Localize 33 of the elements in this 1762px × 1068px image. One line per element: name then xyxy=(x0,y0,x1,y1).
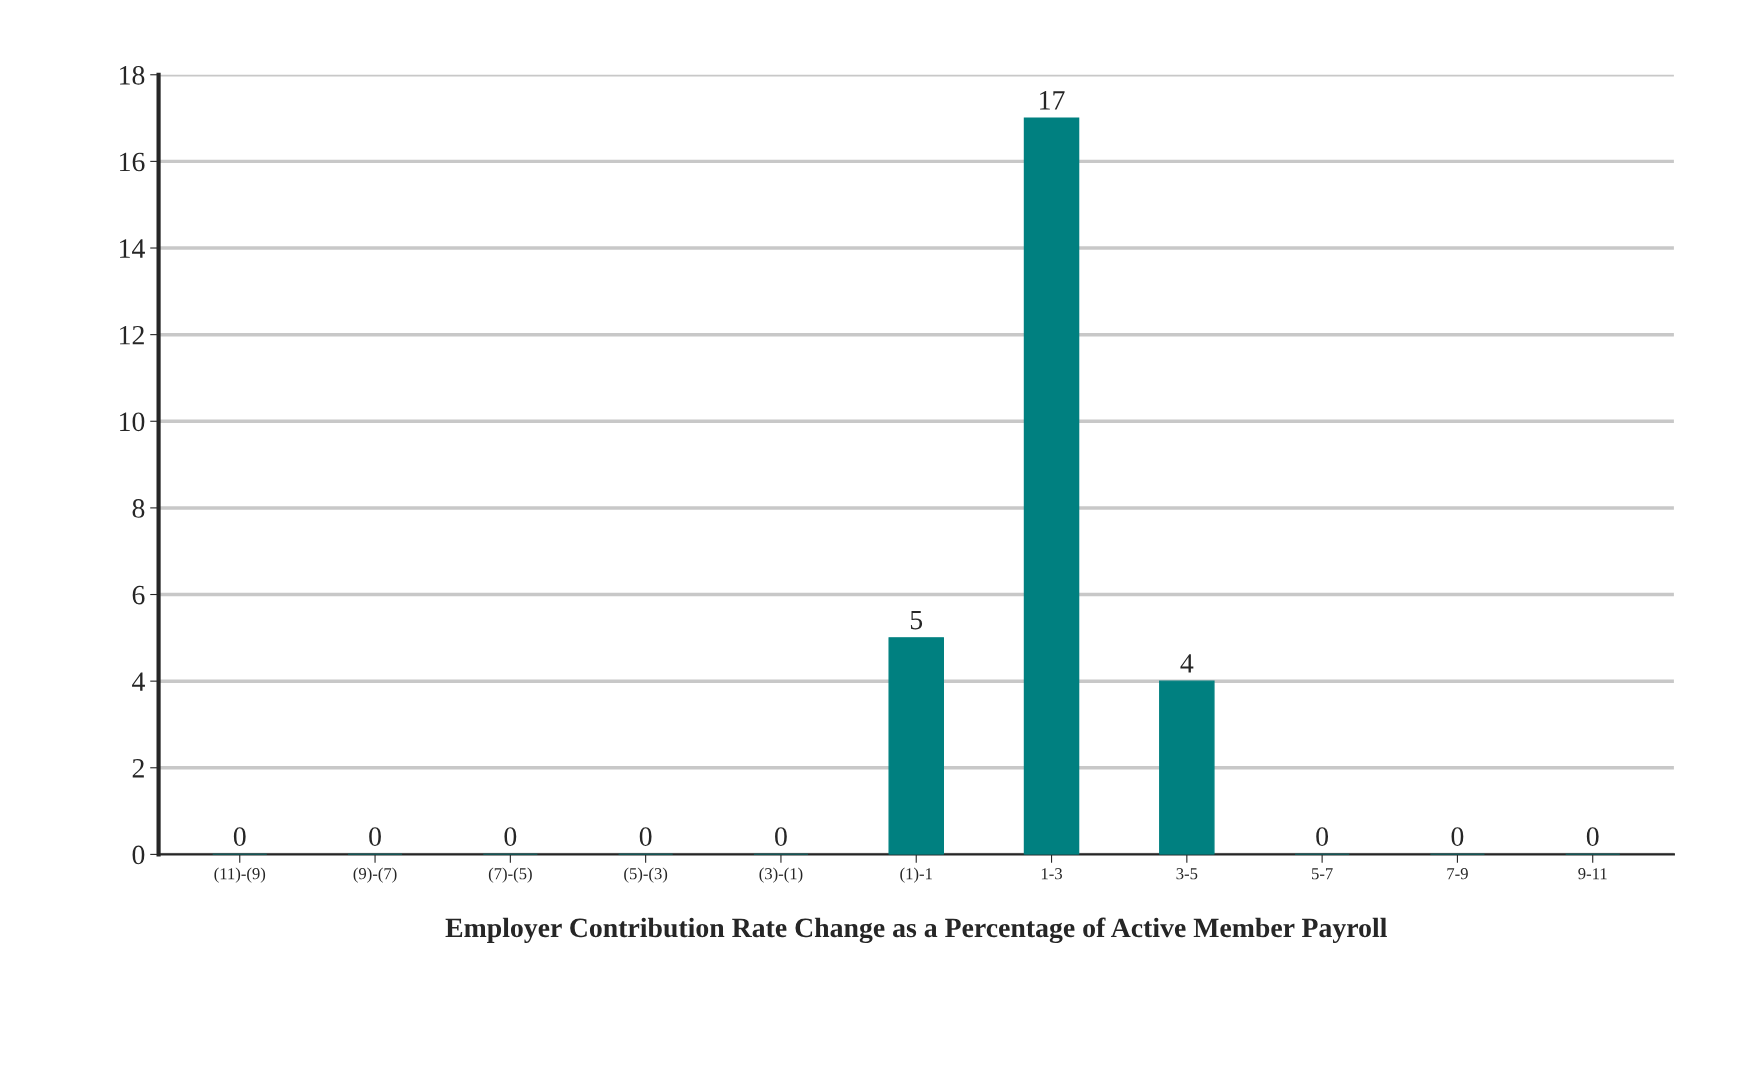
y-tick-label: 6 xyxy=(132,585,145,605)
y-tick-label: 4 xyxy=(132,672,145,691)
y-tick-label: 10 xyxy=(120,412,145,432)
data-label: 5 xyxy=(910,610,923,630)
y-tick-label: 8 xyxy=(132,499,145,518)
x-tick-label: (11)-(9) xyxy=(214,867,266,883)
data-label: 0 xyxy=(639,827,652,846)
x-axis-title: Employer Contribution Rate Change as a Percentage of Active Member Payroll xyxy=(445,917,1387,944)
data-label: 17 xyxy=(1040,91,1065,110)
x-tick-label: 1-3 xyxy=(1041,868,1062,880)
y-tick-label: 2 xyxy=(132,759,144,778)
data-label: 4 xyxy=(1180,654,1194,673)
x-tick-label: 5-7 xyxy=(1311,868,1333,880)
x-tick-label: (9)-(7) xyxy=(353,867,397,883)
data-label: 0 xyxy=(369,827,381,846)
y-tick-label: 16 xyxy=(120,152,145,172)
x-tick-label: (1)-1 xyxy=(900,867,932,883)
y-tick-label: 12 xyxy=(120,325,144,345)
x-tick-label: 9-11 xyxy=(1578,868,1607,880)
x-tick-label: 7-9 xyxy=(1447,868,1468,880)
data-label: 0 xyxy=(1316,827,1329,846)
x-tick-label: 3-5 xyxy=(1176,868,1198,880)
data-label: 0 xyxy=(1451,827,1464,846)
x-tick-label: (7)-(5) xyxy=(488,867,532,883)
y-tick-label: 14 xyxy=(120,239,145,258)
x-tick-label: (3)-(1) xyxy=(759,867,803,883)
y-tick-label: 0 xyxy=(132,845,145,865)
x-tick-label: (5)-(3) xyxy=(624,867,668,883)
y-tick-label: 18 xyxy=(120,65,145,85)
data-label: 0 xyxy=(233,827,246,846)
data-label: 0 xyxy=(504,827,517,846)
data-label: 0 xyxy=(775,827,787,846)
data-label: 0 xyxy=(1586,827,1599,846)
